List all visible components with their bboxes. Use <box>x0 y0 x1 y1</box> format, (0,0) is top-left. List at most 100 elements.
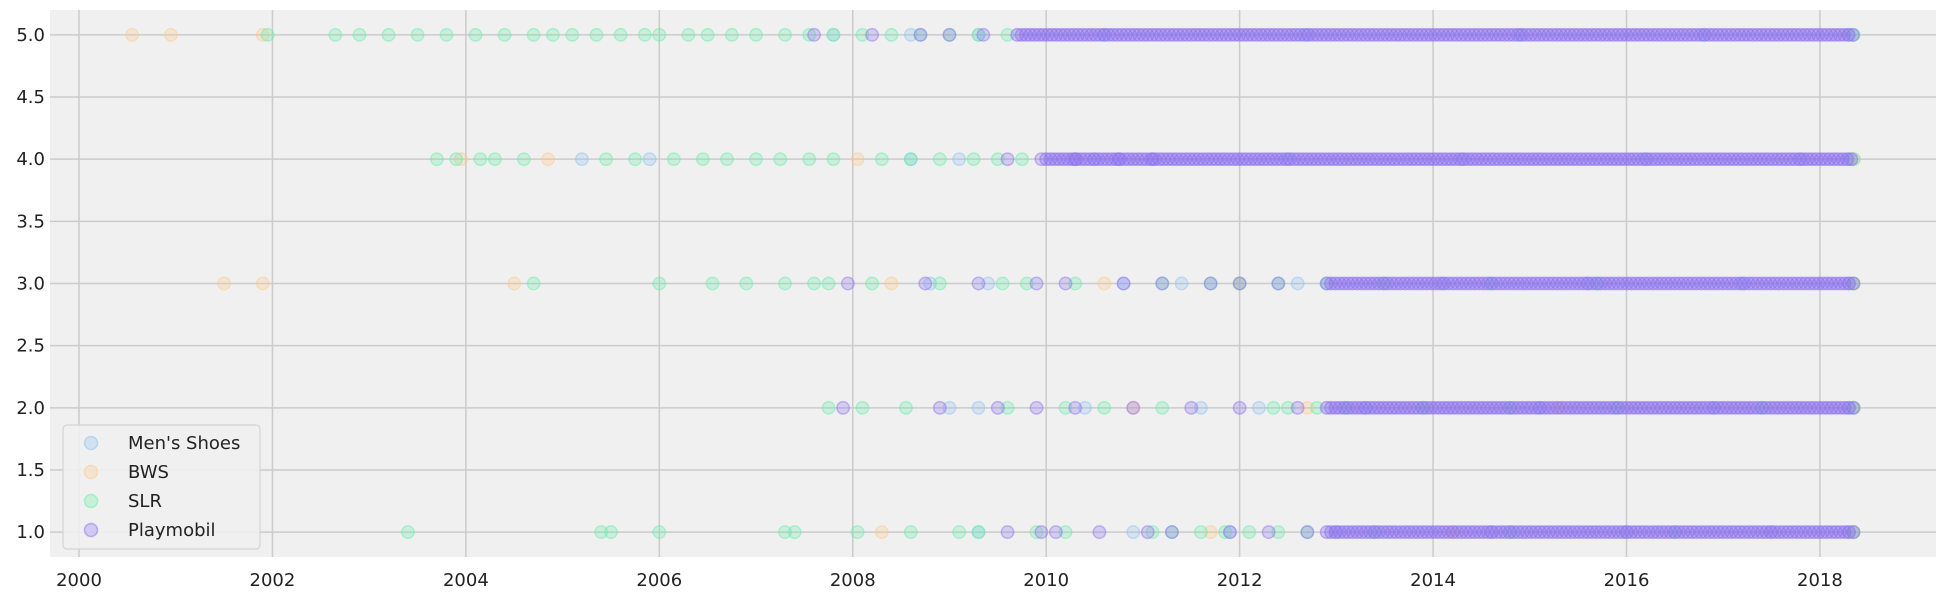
data-point <box>903 152 918 167</box>
data-point <box>410 27 425 42</box>
data-point <box>487 152 502 167</box>
data-point <box>541 152 556 167</box>
data-point <box>874 525 889 540</box>
data-point <box>1034 525 1049 540</box>
data-point <box>913 27 928 42</box>
x-tick-label: 2000 <box>56 570 102 591</box>
data-point <box>1140 525 1155 540</box>
series-group <box>260 27 1861 540</box>
data-point <box>1116 276 1131 291</box>
x-tick-label: 2018 <box>1797 570 1843 591</box>
data-point <box>1232 276 1247 291</box>
data-point <box>971 27 986 42</box>
data-point <box>826 27 841 42</box>
data-point <box>1846 525 1861 540</box>
data-point <box>1174 276 1189 291</box>
data-point <box>971 525 986 540</box>
data-point <box>942 400 957 415</box>
data-point <box>821 276 836 291</box>
data-point <box>1841 27 1856 42</box>
x-tick-label: 2008 <box>830 570 876 591</box>
data-point <box>724 27 739 42</box>
series-group <box>807 27 1861 540</box>
data-point <box>840 276 855 291</box>
y-tick-label: 4.0 <box>16 149 45 170</box>
legend-label: Playmobil <box>128 520 216 541</box>
data-point <box>884 276 899 291</box>
data-point <box>652 27 667 42</box>
data-point <box>971 400 986 415</box>
data-point <box>971 276 986 291</box>
data-point <box>1223 525 1237 540</box>
data-point <box>749 152 763 167</box>
data-point <box>1092 525 1107 540</box>
data-point <box>507 276 522 291</box>
data-point <box>1155 276 1170 291</box>
data-point <box>526 27 541 42</box>
data-point <box>1015 152 1029 167</box>
data-point <box>952 152 967 167</box>
data-point <box>821 400 836 415</box>
data-point <box>1000 27 1015 42</box>
data-point <box>1155 400 1170 415</box>
data-point <box>439 27 454 42</box>
data-point <box>1232 276 1247 291</box>
data-point <box>932 400 947 415</box>
data-point <box>1029 400 1044 415</box>
legend-frame <box>62 424 261 550</box>
data-point <box>589 27 604 42</box>
data-point <box>516 152 531 167</box>
data-point <box>381 27 396 42</box>
data-point <box>1281 400 1295 415</box>
data-point <box>976 27 991 42</box>
data-point <box>1126 525 1141 540</box>
data-point <box>1844 152 1859 167</box>
data-point <box>1193 400 1208 415</box>
data-point <box>1164 525 1179 540</box>
data-point <box>971 525 986 540</box>
data-point <box>720 152 734 167</box>
data-point <box>700 27 715 42</box>
legend-marker <box>83 493 99 509</box>
data-point <box>778 27 793 42</box>
data-point <box>163 27 178 42</box>
data-point <box>1058 400 1073 415</box>
data-point <box>971 27 986 42</box>
x-tick-label: 2014 <box>1410 570 1456 591</box>
legend-marker <box>83 464 99 480</box>
data-point <box>400 525 415 540</box>
data-point <box>778 276 793 291</box>
x-tick-label: 2016 <box>1604 570 1650 591</box>
data-point <box>1218 525 1233 540</box>
data-point <box>681 27 696 42</box>
data-point <box>913 27 928 42</box>
data-point <box>1223 525 1237 540</box>
data-point <box>642 152 657 167</box>
data-point <box>613 27 628 42</box>
data-point <box>1300 525 1315 540</box>
data-point <box>773 152 788 167</box>
data-point <box>1184 400 1199 415</box>
data-point <box>574 152 589 167</box>
data-point <box>1203 276 1218 291</box>
y-tick-label: 1.5 <box>16 460 45 481</box>
data-point <box>604 525 618 540</box>
data-point <box>1068 400 1083 415</box>
y-tick-label: 2.5 <box>16 336 45 357</box>
y-tick-label: 3.0 <box>16 274 45 295</box>
data-point <box>836 400 851 415</box>
data-point <box>429 152 444 167</box>
data-point <box>1097 400 1112 415</box>
data-point <box>1203 276 1218 291</box>
data-point <box>850 525 865 540</box>
data-point <box>995 276 1010 291</box>
data-point <box>255 27 270 42</box>
data-point <box>807 276 822 291</box>
data-point <box>1116 276 1131 291</box>
data-point <box>637 27 652 42</box>
data-point <box>990 152 1005 167</box>
data-point <box>903 152 918 167</box>
data-point <box>652 276 667 291</box>
